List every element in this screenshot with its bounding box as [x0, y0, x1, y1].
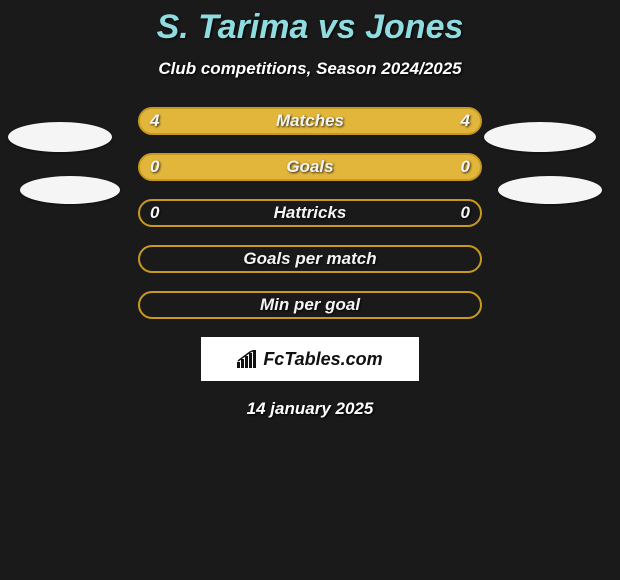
stat-label: Matches [138, 107, 482, 135]
ellipse-icon [498, 176, 602, 204]
stat-value-left: 0 [150, 199, 159, 227]
stat-label: Goals [138, 153, 482, 181]
stat-value-right: 4 [461, 107, 470, 135]
logo-text: FcTables.com [263, 349, 382, 370]
stat-label: Hattricks [138, 199, 482, 227]
stat-row: Hattricks0 0 [0, 199, 620, 227]
stat-row: Goals per match [0, 245, 620, 273]
stat-label: Min per goal [138, 291, 482, 319]
stat-row: Min per goal [0, 291, 620, 319]
stat-value-left: 0 [150, 153, 159, 181]
stat-label: Goals per match [138, 245, 482, 273]
logo-box[interactable]: FcTables.com [201, 337, 419, 381]
page-title: S. Tarima vs Jones [0, 0, 620, 47]
barchart-icon [237, 350, 259, 368]
page-subtitle: Club competitions, Season 2024/2025 [0, 59, 620, 79]
ellipse-icon [8, 122, 112, 152]
logo: FcTables.com [237, 349, 382, 370]
ellipse-icon [20, 176, 120, 204]
date-text: 14 january 2025 [0, 399, 620, 419]
stat-value-right: 0 [461, 153, 470, 181]
comparison-page: S. Tarima vs Jones Club competitions, Se… [0, 0, 620, 580]
stat-value-right: 0 [461, 199, 470, 227]
ellipse-icon [484, 122, 596, 152]
stat-value-left: 4 [150, 107, 159, 135]
